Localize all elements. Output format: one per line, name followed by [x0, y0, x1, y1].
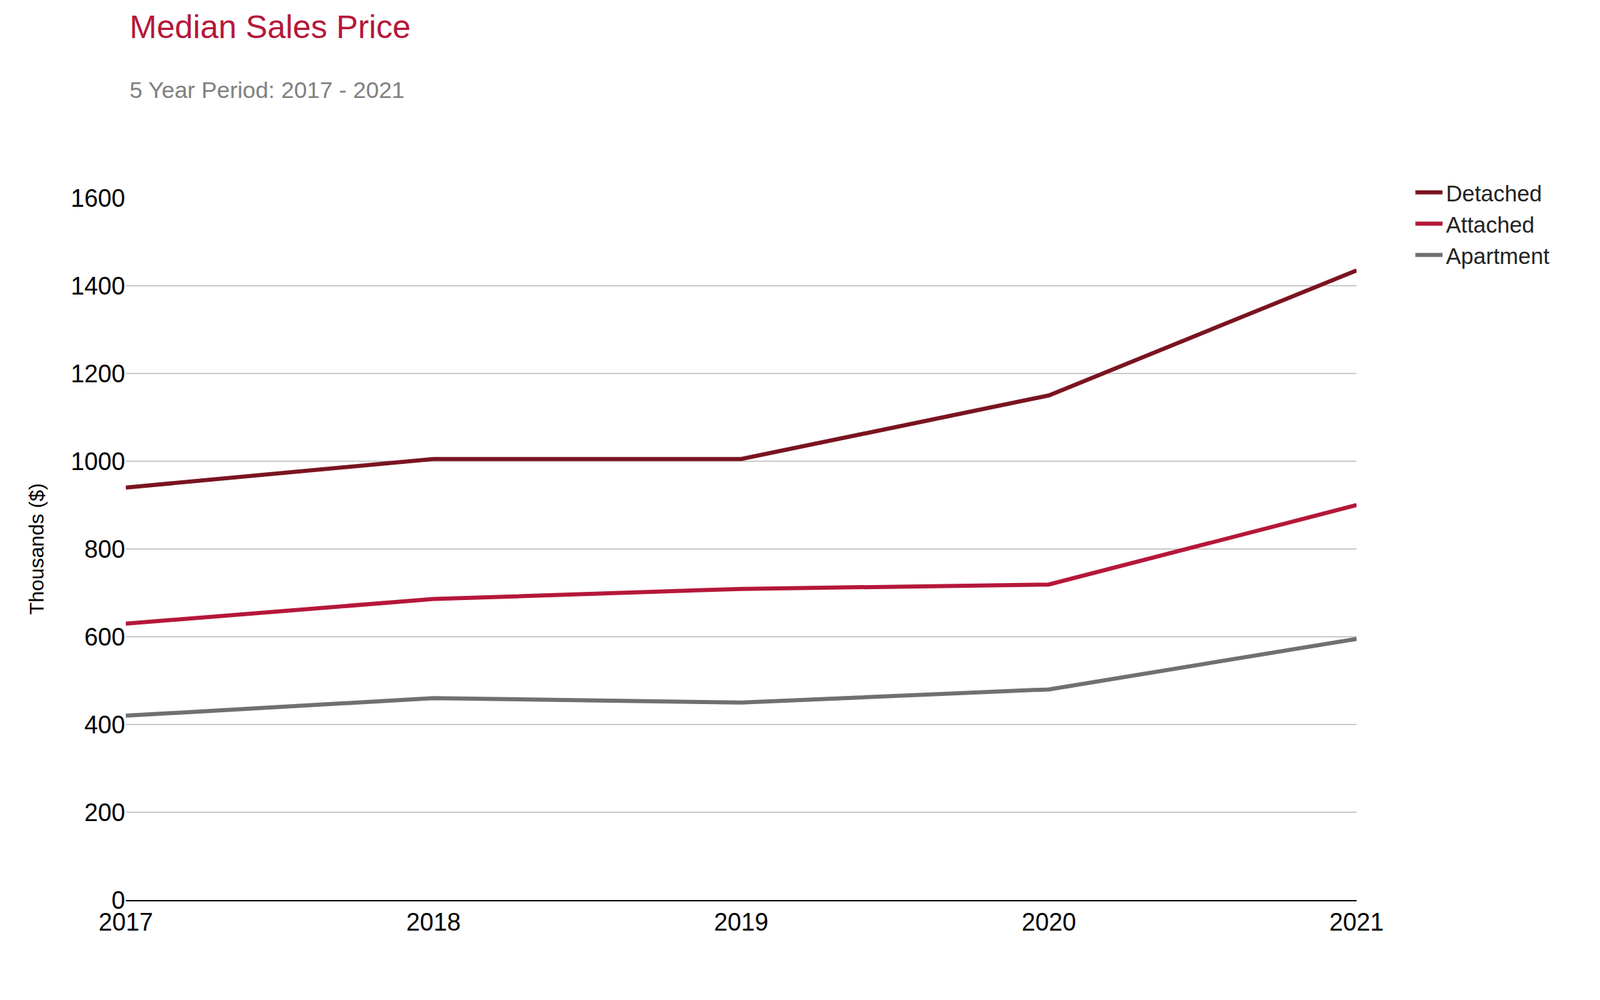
svg-text:Median Sales Price: Median Sales Price — [129, 8, 411, 45]
svg-text:Apartment: Apartment — [1445, 243, 1550, 269]
svg-text:400: 400 — [84, 710, 126, 739]
svg-text:Detached: Detached — [1445, 180, 1542, 207]
svg-text:0: 0 — [111, 886, 126, 914]
svg-text:2021: 2021 — [1329, 907, 1384, 936]
svg-text:1400: 1400 — [70, 271, 126, 300]
svg-text:800: 800 — [84, 535, 126, 564]
svg-text:2018: 2018 — [405, 907, 461, 936]
svg-text:Thousands ($): Thousands ($) — [25, 482, 48, 615]
svg-text:5 Year Period: 2017 - 2021: 5 Year Period: 2017 - 2021 — [129, 76, 405, 103]
svg-text:2020: 2020 — [1021, 907, 1076, 936]
svg-text:2019: 2019 — [713, 907, 769, 936]
svg-text:2017: 2017 — [98, 907, 153, 936]
svg-text:600: 600 — [84, 622, 126, 651]
svg-text:1200: 1200 — [70, 359, 126, 388]
svg-text:1000: 1000 — [70, 447, 126, 476]
svg-text:200: 200 — [84, 798, 126, 827]
svg-text:1600: 1600 — [70, 184, 126, 213]
svg-text:Attached: Attached — [1445, 212, 1535, 238]
